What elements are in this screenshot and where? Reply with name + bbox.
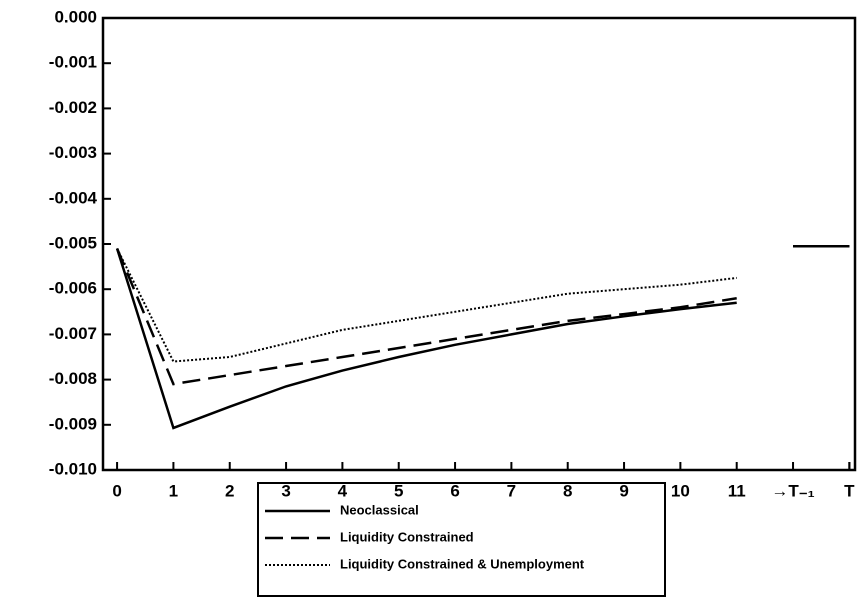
y-tick-label: 0.000 <box>54 7 97 26</box>
y-tick-label: -0.010 <box>49 459 97 478</box>
y-tick-label: -0.004 <box>49 188 98 207</box>
y-tick-label: -0.003 <box>49 143 97 162</box>
y-tick-label: -0.006 <box>49 279 97 298</box>
legend-label: Liquidity Constrained <box>340 529 474 544</box>
x-tick-label: 3 <box>281 481 290 500</box>
x-tick-label: 11 <box>728 481 746 500</box>
x-tick-label: 0 <box>112 481 121 500</box>
legend-label: Liquidity Constrained & Unemployment <box>340 556 585 571</box>
x-tick-label: 4 <box>338 481 348 500</box>
x-tick-label: 5 <box>394 481 403 500</box>
y-tick-label: -0.007 <box>49 324 97 343</box>
x-tick-label: 1 <box>169 481 178 500</box>
legend-box <box>257 482 666 597</box>
x-tick-label: 2 <box>225 481 234 500</box>
series-line <box>115 245 850 386</box>
x-tick-label: 7 <box>507 481 516 500</box>
y-tick-label: -0.001 <box>49 53 97 72</box>
legend-label: Neoclassical <box>340 502 419 517</box>
x-tick-label: T <box>844 481 855 500</box>
y-tick-label: -0.002 <box>49 98 97 117</box>
x-tick-label: 8 <box>563 481 572 500</box>
series-line <box>115 245 850 430</box>
x-tick-label: 6 <box>450 481 459 500</box>
y-tick-label: -0.008 <box>49 369 97 388</box>
x-tick-label: 10 <box>671 481 690 500</box>
plot-frame <box>101 16 857 472</box>
y-tick-label: -0.009 <box>49 414 97 433</box>
y-tick-label: -0.005 <box>49 233 97 252</box>
series-line <box>116 245 850 363</box>
x-tick-label: 9 <box>619 481 628 500</box>
x-tick-label: →T₋₁ <box>771 481 814 500</box>
